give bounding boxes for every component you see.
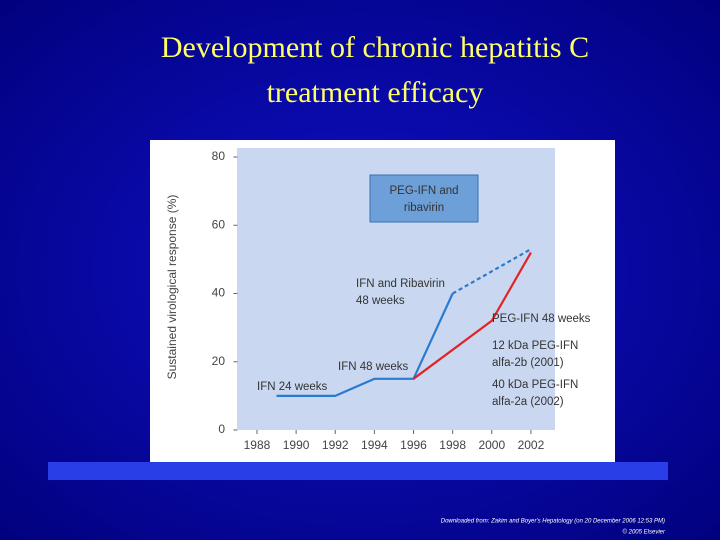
series-line [452,248,532,295]
y-tick-label: 20 [212,354,226,368]
annotation: IFN and Ribavirin [356,278,445,290]
annotation-box-label: ribavirin [404,202,444,214]
series-line [412,252,532,380]
annotation: 48 weeks [356,295,405,307]
footer: © 2005 Elsevier [623,529,666,536]
x-tick-label: 1994 [361,438,388,452]
annotation: 40 kDa PEG-IFN [492,379,578,391]
series-line [276,293,454,397]
x-tick-label: 1992 [322,438,349,452]
y-tick-label: 80 [212,149,226,163]
annotation: IFN 24 weeks [257,381,328,393]
x-tick-label: 1996 [400,438,427,452]
annotation-box-label: PEG-IFN and [389,185,458,197]
y-tick-label: 0 [218,422,225,436]
band [48,462,668,480]
x-tick-label: 2002 [518,438,545,452]
x-tick-label: 1998 [439,438,466,452]
x-tick-label: 2000 [478,438,505,452]
y-tick-label: 40 [212,286,226,300]
annotation: alfa-2b (2001) [492,357,564,369]
annotation: PEG-IFN 48 weeks [492,313,591,325]
y-tick-label: 60 [212,217,226,231]
annotation: alfa-2a (2002) [492,396,564,408]
annotation: 12 kDa PEG-IFN [492,340,578,352]
footer: Downloaded from: Zakim and Boyer's Hepat… [441,519,665,525]
y-axis-label: Sustained virological response (%) [165,195,179,380]
slide-title: Development of chronic hepatitis C [161,31,589,64]
x-tick-label: 1988 [244,438,271,452]
annotation-box [369,174,479,223]
annotation: IFN 48 weeks [338,361,409,373]
slide-title: treatment efficacy [267,76,484,109]
x-tick-label: 1990 [283,438,310,452]
